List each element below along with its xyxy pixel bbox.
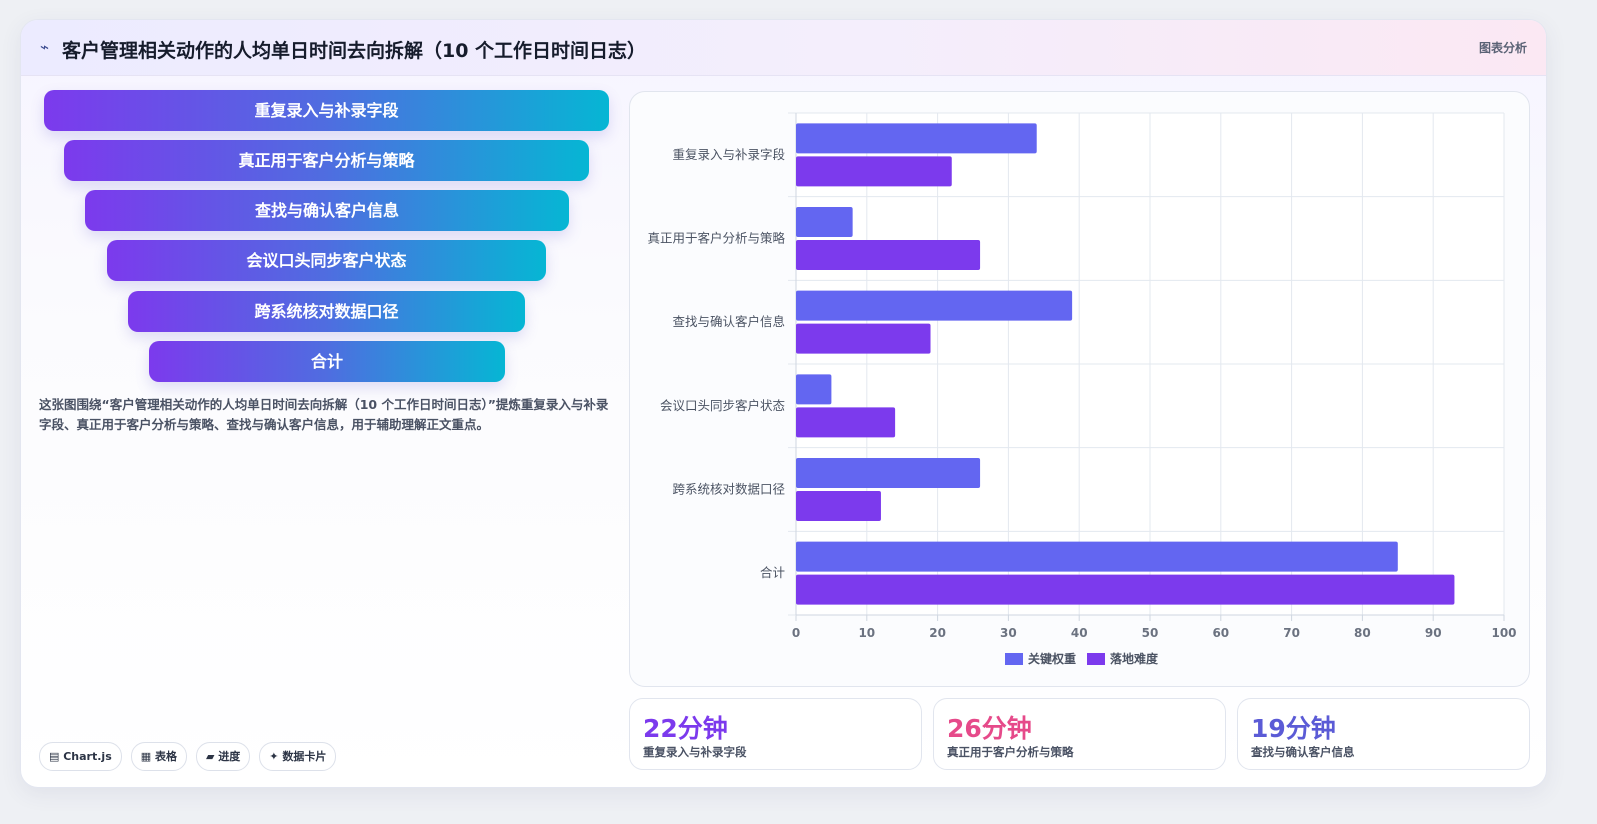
kpi-label: 真正用于客户分析与策略 [947, 745, 1074, 759]
chip-label: 表格 [154, 750, 177, 763]
kpi-label: 重复录入与补录字段 [643, 745, 747, 759]
chart-panel: 0 10 20 30 40 50 60 70 80 90 100 重复录入与补录字段真正用于客户分析与… [629, 91, 1530, 687]
star-icon: ✦ [269, 750, 283, 763]
funnel-step-total: 合计 [149, 341, 505, 382]
header-bar: ⌁ 客户管理相关动作的人均单日时间去向拆解（10 个工作日时间日志） 图表分析 [21, 20, 1546, 76]
y-tick-label: 真正用于客户分析与策略 [647, 231, 785, 246]
chip-chartjs[interactable]: ▤ Chart.js [39, 742, 122, 771]
kpi-value: 22分钟 [643, 714, 728, 743]
bar-difficulty [796, 240, 981, 270]
bar-key-weight [796, 207, 853, 237]
chart-analysis-link[interactable]: 图表分析 [1478, 41, 1527, 55]
sparkline-icon: ⌁ [40, 38, 50, 56]
chart-description: 这张图围绕“客户管理相关动作的人均单日时间去向拆解（10 个工作日时间日志）”提… [39, 397, 609, 432]
y-tick-label: 合计 [760, 565, 785, 580]
x-tick-label: 20 [929, 626, 946, 640]
bar-key-weight [796, 123, 1037, 154]
chip-label: Chart.js [63, 750, 112, 763]
x-tick-label: 0 [792, 626, 800, 640]
x-tick-label: 50 [1142, 626, 1159, 640]
chip-data-card[interactable]: ✦ 数据卡片 [259, 742, 337, 771]
chart-icon: ▤ [49, 750, 64, 763]
funnel-step: 重复录入与补录字段 [44, 90, 609, 131]
legend-swatch [1005, 653, 1023, 665]
kpi-card: 22分钟 重复录入与补录字段 [629, 698, 922, 770]
x-tick-label: 80 [1354, 626, 1371, 640]
kpi-value: 19分钟 [1251, 714, 1336, 743]
chip-progress[interactable]: ▰ 进度 [195, 742, 251, 771]
chip-table[interactable]: ▦ 表格 [130, 742, 187, 771]
bar-key-weight [796, 290, 1073, 321]
kpi-card: 19分钟 查找与确认客户信息 [1237, 698, 1530, 770]
x-tick-label: 90 [1425, 626, 1442, 640]
bar-key-weight [796, 458, 981, 488]
x-tick-label: 70 [1283, 626, 1300, 640]
kpi-label: 查找与确认客户信息 [1251, 745, 1355, 759]
y-tick-label: 跨系统核对数据口径 [672, 482, 785, 497]
y-tick-label: 重复录入与补录字段 [672, 147, 785, 162]
chip-label: 数据卡片 [282, 750, 327, 763]
y-tick-label: 查找与确认客户信息 [672, 314, 785, 329]
page-title: 客户管理相关动作的人均单日时间去向拆解（10 个工作日时间日志） [62, 40, 647, 62]
bar-difficulty [796, 156, 952, 187]
legend-swatch [1087, 653, 1105, 665]
x-tick-label: 10 [858, 626, 875, 640]
x-tick-label: 40 [1071, 626, 1088, 640]
main-card: ⌁ 客户管理相关动作的人均单日时间去向拆解（10 个工作日时间日志） 图表分析 … [20, 19, 1547, 788]
bar-difficulty [796, 407, 896, 438]
x-tick-label: 60 [1212, 626, 1229, 640]
bar-key-weight [796, 374, 832, 405]
bar-chart: 0 10 20 30 40 50 60 70 80 90 100 重复录入与补录字段真正用于客户分析与… [647, 112, 1517, 666]
progress-icon: ▰ [205, 750, 219, 763]
bar-difficulty [796, 491, 881, 521]
bar-difficulty [796, 323, 931, 354]
funnel-step: 真正用于客户分析与策略 [64, 140, 589, 181]
x-tick-label: 30 [1000, 626, 1017, 640]
legend-label: 关键权重 [1028, 651, 1076, 666]
x-tick-label: 100 [1491, 626, 1516, 640]
table-icon: ▦ [140, 750, 155, 763]
funnel-step: 会议口头同步客户状态 [107, 240, 546, 281]
bar-key-weight [796, 541, 1398, 572]
chip-label: 进度 [218, 750, 241, 763]
kpi-card: 26分钟 真正用于客户分析与策略 [933, 698, 1226, 770]
y-tick-label: 会议口头同步客户状态 [660, 398, 785, 413]
funnel-step: 跨系统核对数据口径 [128, 291, 525, 332]
funnel-step: 查找与确认客户信息 [85, 190, 569, 231]
tag-list: ▤ Chart.js ▦ 表格 ▰ 进度 ✦ 数据卡片 [39, 742, 337, 771]
legend-label: 落地难度 [1110, 651, 1159, 666]
kpi-value: 26分钟 [947, 714, 1032, 743]
bar-difficulty [796, 574, 1455, 605]
